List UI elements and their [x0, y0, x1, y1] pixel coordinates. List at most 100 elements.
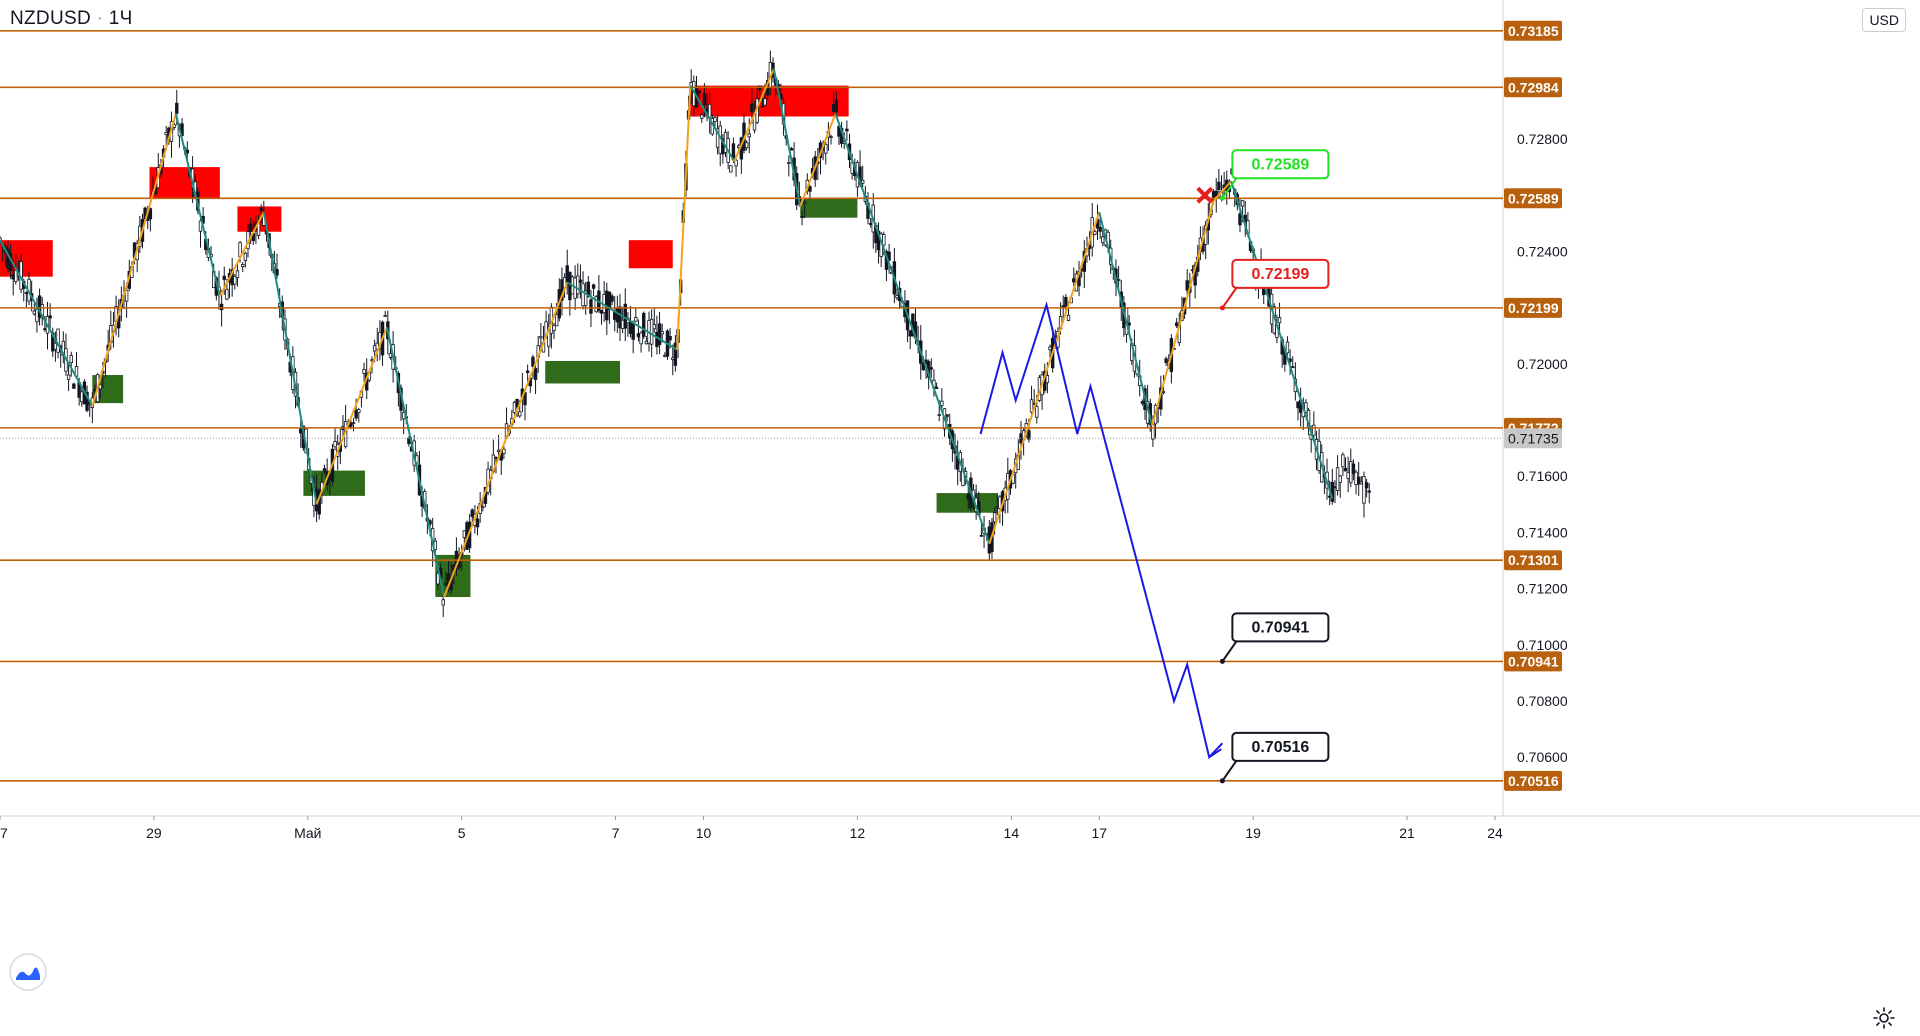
swing-segment — [988, 211, 1101, 544]
candle-bull — [634, 316, 638, 322]
level-label: 0.70516 — [1508, 773, 1559, 789]
candle-bull — [663, 354, 667, 357]
candle-bear — [655, 331, 659, 348]
level-label-bg — [1504, 297, 1562, 318]
swing-segment — [0, 239, 94, 407]
candle-bull — [652, 324, 656, 330]
candle-bull — [802, 202, 807, 204]
forecast-arrowhead — [1208, 748, 1222, 759]
candle-bear — [24, 292, 29, 294]
candle-bull — [53, 342, 58, 350]
callout-label: 0.72589 — [1251, 156, 1309, 173]
candle-bull — [357, 409, 361, 413]
candle-bull — [98, 384, 102, 390]
candle-bear — [615, 308, 620, 323]
candle-bull — [1151, 424, 1155, 440]
candle-bull — [1190, 269, 1195, 272]
title-separator: · — [96, 8, 104, 29]
price-tick-label: 0.72400 — [1517, 243, 1568, 259]
candle-bull — [333, 441, 337, 448]
candle-bull — [763, 98, 767, 106]
swing-segment — [689, 85, 736, 162]
level-label-bg — [1504, 188, 1562, 209]
swing-segment — [218, 211, 265, 297]
level-label-bg — [1504, 770, 1562, 791]
candle-bear — [1217, 181, 1221, 190]
candle-bear — [887, 251, 891, 261]
candle-bear — [702, 93, 707, 106]
candle-bull — [243, 252, 248, 261]
candle-bull — [1354, 471, 1358, 486]
time-tick-label: 29 — [146, 825, 162, 841]
candle-bear — [642, 312, 646, 337]
swing-segment — [733, 68, 775, 162]
candle-bull — [639, 332, 643, 345]
candle-bull — [1240, 200, 1245, 207]
cross-icon — [1196, 186, 1214, 204]
candle-bear — [945, 414, 949, 417]
callout-pointer — [1221, 760, 1238, 782]
candle-bear — [1367, 490, 1371, 493]
tradingview-logo-icon[interactable] — [8, 952, 48, 992]
swing-segment — [315, 326, 388, 505]
callout-anchor — [1219, 658, 1225, 664]
candle-bear — [868, 223, 873, 225]
demand-zone — [545, 360, 620, 384]
candle-bull — [40, 304, 44, 319]
candle-bear — [475, 518, 480, 528]
candle-bear — [1127, 322, 1131, 326]
time-tick-label: 12 — [850, 825, 866, 841]
candle-bear — [591, 284, 596, 289]
last-price-label: 0.71735 — [1508, 430, 1559, 446]
candle-bull — [713, 117, 717, 122]
candle-bull — [937, 414, 941, 416]
candle-bear — [1364, 482, 1369, 489]
candle-bull — [1035, 406, 1039, 418]
swing-segment — [1098, 211, 1154, 426]
currency-badge[interactable]: USD — [1862, 8, 1906, 32]
level-label-bg — [1504, 20, 1562, 41]
candle-bull — [1312, 424, 1316, 436]
candle-bear — [531, 356, 535, 367]
candle-bull — [747, 133, 751, 138]
candle-bear — [322, 468, 327, 472]
gear-icon[interactable] — [1872, 1006, 1896, 1030]
time-tick-label: 14 — [1004, 825, 1020, 841]
candle-bear — [1214, 190, 1218, 197]
candle-bear — [11, 274, 15, 280]
candle-bear — [618, 306, 622, 329]
candle-bear — [668, 336, 672, 341]
candle-bull — [700, 114, 704, 119]
callout-pointer — [1221, 177, 1238, 199]
forecast-path — [979, 301, 1224, 760]
candle-bull — [707, 103, 712, 118]
candle-bear — [354, 409, 358, 419]
candle-bear — [1098, 226, 1102, 232]
swing-segment — [262, 211, 318, 505]
candle-bull — [351, 422, 356, 424]
callout-label: 0.70516 — [1251, 739, 1309, 756]
candle-bull — [1116, 278, 1121, 281]
candle-bear — [222, 275, 226, 280]
swing-segment — [443, 281, 569, 598]
candle-bull — [895, 295, 899, 299]
candle-bull — [225, 288, 229, 300]
candle-bull — [0, 237, 2, 241]
swing-segment — [676, 85, 692, 350]
candle-bull — [829, 136, 833, 139]
callout-box — [1231, 258, 1330, 289]
time-tick-label: 7 — [612, 825, 620, 841]
callout-box — [1231, 612, 1330, 643]
time-tick-label: 17 — [1091, 825, 1107, 841]
candle-bear — [1174, 322, 1179, 327]
symbol-title: NZDUSD · 1Ч — [10, 8, 133, 30]
callout-anchor — [1219, 195, 1225, 201]
candle-bull — [576, 275, 580, 295]
candle-bull — [502, 448, 506, 454]
candle-bull — [995, 506, 999, 509]
candle-bear — [1164, 358, 1168, 363]
candle-bear — [1356, 476, 1361, 485]
candle-bull — [660, 331, 664, 335]
